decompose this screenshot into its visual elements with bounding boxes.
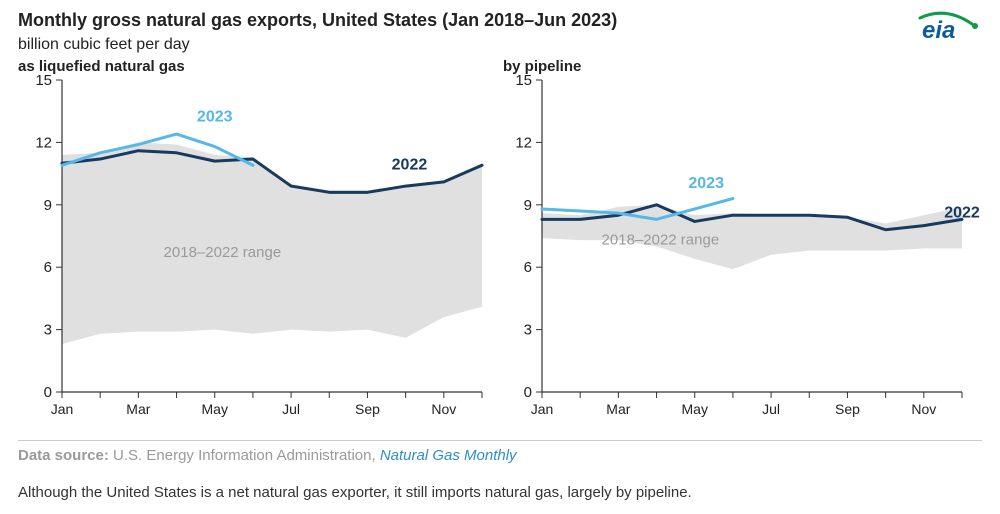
ytick-label: 3 xyxy=(44,322,52,339)
range-label-lng: 2018–2022 range xyxy=(164,244,282,261)
ytick-label: 9 xyxy=(44,197,52,214)
data-source: Data source: U.S. Energy Information Adm… xyxy=(18,440,982,464)
xtick-label: Jan xyxy=(531,401,554,417)
ytick-label: 12 xyxy=(515,134,532,151)
ytick-label: 0 xyxy=(44,384,52,401)
charts-container: 0 3 6 9 12 15 Jan Mar May Jul Sep Nov 2018–2022 rang… xyxy=(18,72,982,432)
xtick-label: Sep xyxy=(835,401,860,417)
ytick-label: 15 xyxy=(35,72,52,89)
data-source-label: Data source: xyxy=(18,447,109,464)
xtick-label: May xyxy=(682,401,708,417)
footer-text: Although the United States is a net natu… xyxy=(18,484,692,501)
ytick-label: 3 xyxy=(524,322,532,339)
label-2023-lng: 2023 xyxy=(197,109,233,126)
data-source-link[interactable]: Natural Gas Monthly xyxy=(380,447,517,464)
label-2022-pipeline: 2022 xyxy=(944,204,980,221)
xtick-label: Jan xyxy=(51,401,74,417)
xtick-label: Mar xyxy=(126,401,150,417)
chart-title: Monthly gross natural gas exports, Unite… xyxy=(18,10,617,31)
xtick-label: Jul xyxy=(762,401,780,417)
ytick-label: 6 xyxy=(524,259,532,276)
data-source-text: U.S. Energy Information Administration, xyxy=(109,447,380,464)
chart-subtitle: billion cubic feet per day xyxy=(18,36,190,54)
label-2023-pipeline: 2023 xyxy=(688,175,724,192)
svg-text:eia: eia xyxy=(922,17,955,44)
range-label-pipeline: 2018–2022 range xyxy=(602,231,720,248)
ytick-label: 0 xyxy=(524,384,532,401)
xtick-label: Nov xyxy=(911,401,936,417)
eia-logo: eia xyxy=(918,10,982,50)
xtick-label: Nov xyxy=(431,401,456,417)
xtick-label: Sep xyxy=(355,401,380,417)
ytick-label: 12 xyxy=(35,134,52,151)
label-2022-lng: 2022 xyxy=(392,156,428,173)
xtick-label: Jul xyxy=(282,401,300,417)
xtick-label: Mar xyxy=(606,401,630,417)
ytick-label: 6 xyxy=(44,259,52,276)
ytick-label: 15 xyxy=(515,72,532,89)
xtick-label: May xyxy=(202,401,228,417)
charts-svg: 0 3 6 9 12 15 Jan Mar May Jul Sep Nov 2018–2022 rang… xyxy=(18,72,982,432)
ytick-label: 9 xyxy=(524,197,532,214)
